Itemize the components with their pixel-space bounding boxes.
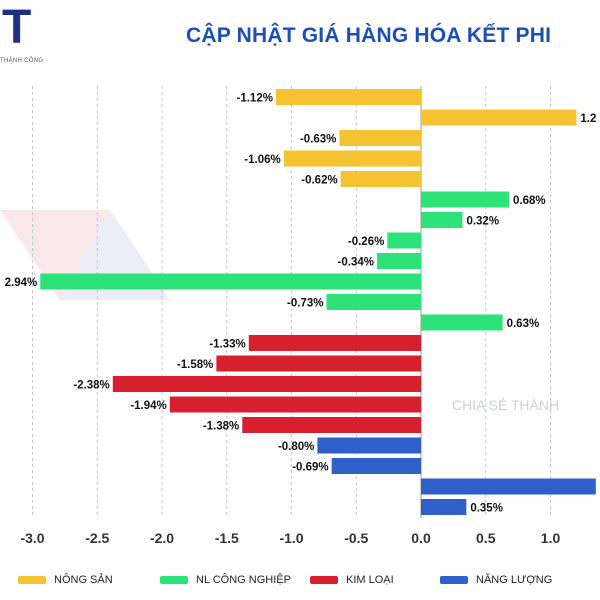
data-labels: -1.12% 1.2 -0.63% -1.06% -0.62% 0.68% 0.32% -0.… (5, 93, 597, 515)
data-label: 0.63% (507, 318, 540, 330)
x-tick-label: -0.5 (344, 530, 368, 546)
x-axis-ticks: -3.0 -2.5 -2.0 -1.5 -1.0 -0.5 0.0 0.5 1.0 (20, 530, 560, 546)
x-tick-label: 0.5 (476, 530, 496, 546)
bar-nang-luong (421, 478, 596, 495)
x-tick-label: 0.0 (411, 530, 431, 546)
bar-nong-san (340, 171, 421, 187)
legend-label-kim-loai: KIM LOẠI (346, 574, 394, 587)
x-tick-label: -3.0 (20, 530, 44, 546)
bar-nong-san (275, 89, 421, 105)
x-tick-label: -1.5 (215, 530, 239, 546)
bar-kim-loai (169, 396, 421, 413)
bar-nl-cong-nghiep (326, 294, 421, 310)
data-label: -0.63% (300, 134, 336, 146)
bar-nl-cong-nghiep (421, 212, 463, 228)
legend-item-nang-luong: NĂNG LƯỢNG (440, 574, 552, 588)
watermark-logo-shape (0, 210, 110, 300)
data-label: -0.26% (348, 236, 384, 248)
legend-item-nong-san: NÔNG SẢN (18, 574, 113, 588)
data-label: -0.73% (287, 298, 323, 310)
bar-nl-cong-nghiep (387, 232, 421, 249)
legend-item-nl-cong-nghiep: NL CÔNG NGHIỆP (160, 574, 291, 588)
bar-nong-san (339, 130, 421, 146)
legend-item-kim-loai: KIM LOẠI (310, 574, 394, 588)
bar-nang-luong (317, 437, 421, 454)
data-label: 0.32% (466, 216, 499, 228)
bar-nl-cong-nghiep (40, 273, 422, 290)
data-label: -0.80% (278, 441, 314, 453)
x-tick-label: -2.5 (85, 530, 109, 546)
legend-label-nong-san: NÔNG SẢN (54, 574, 113, 587)
bar-nang-luong (421, 499, 467, 515)
legend-swatch-kim-loai (310, 576, 338, 585)
data-label: -1.94% (130, 400, 166, 412)
data-label: -2.38% (73, 380, 109, 392)
data-label: -0.62% (301, 175, 337, 187)
bar-kim-loai (216, 355, 421, 372)
data-label: 2.94% (5, 277, 38, 289)
legend-swatch-nong-san (18, 576, 46, 585)
x-tick-label: -2.0 (150, 530, 174, 546)
data-label: -1.06% (244, 154, 280, 166)
data-label: -1.33% (209, 339, 245, 351)
x-tick-label: 1.0 (541, 530, 561, 546)
legend-label-nl-cong-nghiep: NL CÔNG NGHIỆP (196, 574, 291, 587)
data-label: -1.12% (237, 93, 273, 105)
chart-title: CẬP NHẬT GIÁ HÀNG HÓA KẾT PHI (186, 24, 552, 47)
bar-nl-cong-nghiep (421, 314, 503, 331)
data-label: 1.2 (580, 113, 596, 125)
logo-tagline: THÀNH CÔNG (0, 58, 44, 64)
bar-nl-cong-nghiep (421, 191, 510, 208)
bar-kim-loai (248, 335, 421, 351)
bar-kim-loai (112, 376, 421, 392)
x-tick-label: -1.0 (279, 530, 303, 546)
legend-swatch-nang-luong (440, 576, 468, 585)
data-label: -0.34% (338, 257, 374, 269)
legend-swatch-nl-cong-nghiep (160, 576, 188, 585)
bar-nong-san (283, 150, 421, 167)
data-label: -1.58% (177, 359, 213, 371)
watermark-text: CHIA SẺ THÀNH (452, 397, 559, 413)
logo-letter: T (2, 1, 32, 54)
bar-kim-loai (242, 417, 421, 433)
data-label: -1.38% (203, 421, 239, 433)
data-label: 0.35% (470, 503, 503, 515)
bar-nl-cong-nghiep (376, 253, 421, 269)
data-label: 0.68% (513, 195, 546, 207)
bar-nang-luong (331, 458, 421, 474)
legend-label-nang-luong: NĂNG LƯỢNG (476, 574, 553, 587)
bars (40, 89, 596, 515)
bar-nong-san (421, 109, 577, 126)
data-label: -0.69% (292, 462, 328, 474)
